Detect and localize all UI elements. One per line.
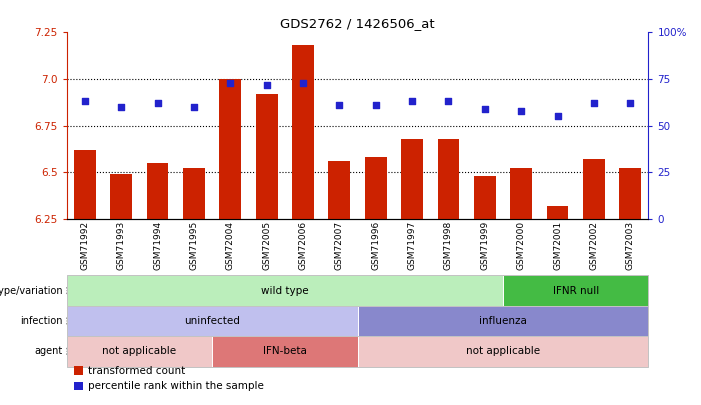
Text: not applicable: not applicable — [466, 346, 540, 356]
Point — [261, 81, 272, 88]
Point — [189, 104, 200, 110]
Bar — [365, 157, 387, 219]
Bar — [74, 150, 95, 219]
Bar — [474, 176, 496, 219]
Text: GSM72005: GSM72005 — [262, 221, 271, 270]
Bar — [256, 94, 278, 219]
Bar — [547, 206, 569, 219]
Text: GSM71998: GSM71998 — [444, 221, 453, 270]
Text: GSM71995: GSM71995 — [189, 221, 198, 270]
Bar — [183, 168, 205, 219]
Bar — [110, 174, 132, 219]
Point — [407, 98, 418, 104]
Text: not applicable: not applicable — [102, 346, 177, 356]
Point — [515, 107, 526, 114]
Point — [370, 102, 381, 108]
Text: transformed count: transformed count — [88, 366, 186, 375]
Text: GSM72002: GSM72002 — [590, 221, 599, 270]
Point — [552, 113, 563, 119]
Bar — [401, 139, 423, 219]
Bar — [147, 163, 168, 219]
Bar — [583, 159, 605, 219]
Point — [588, 100, 599, 107]
Title: GDS2762 / 1426506_at: GDS2762 / 1426506_at — [280, 17, 435, 30]
Point — [334, 102, 345, 108]
Text: influenza: influenza — [479, 316, 527, 326]
Text: GSM71994: GSM71994 — [153, 221, 162, 270]
Bar — [292, 45, 314, 219]
Text: GSM72003: GSM72003 — [626, 221, 634, 270]
Text: GSM72007: GSM72007 — [335, 221, 343, 270]
Point — [479, 106, 491, 112]
Bar — [219, 79, 241, 219]
Text: IFN-beta: IFN-beta — [263, 346, 307, 356]
Text: genotype/variation: genotype/variation — [0, 286, 63, 296]
Bar — [620, 168, 641, 219]
Text: percentile rank within the sample: percentile rank within the sample — [88, 381, 264, 391]
Text: GSM71992: GSM71992 — [81, 221, 89, 270]
Point — [79, 98, 90, 104]
Point — [443, 98, 454, 104]
Text: agent: agent — [35, 346, 63, 356]
Bar — [437, 139, 459, 219]
Text: GSM72004: GSM72004 — [226, 221, 235, 270]
Point — [625, 100, 636, 107]
Text: GSM72006: GSM72006 — [299, 221, 308, 270]
Point — [224, 79, 236, 86]
Text: GSM71997: GSM71997 — [407, 221, 416, 270]
Text: GSM71996: GSM71996 — [372, 221, 380, 270]
Text: uninfected: uninfected — [184, 316, 240, 326]
Text: GSM71993: GSM71993 — [116, 221, 125, 270]
Text: infection: infection — [20, 316, 63, 326]
Point — [116, 104, 127, 110]
Text: IFNR null: IFNR null — [552, 286, 599, 296]
Point — [152, 100, 163, 107]
Point — [297, 79, 308, 86]
Text: GSM72000: GSM72000 — [517, 221, 526, 270]
Bar — [510, 168, 532, 219]
Text: GSM72001: GSM72001 — [553, 221, 562, 270]
Text: wild type: wild type — [261, 286, 308, 296]
Bar — [328, 161, 350, 219]
Text: GSM71999: GSM71999 — [480, 221, 489, 270]
